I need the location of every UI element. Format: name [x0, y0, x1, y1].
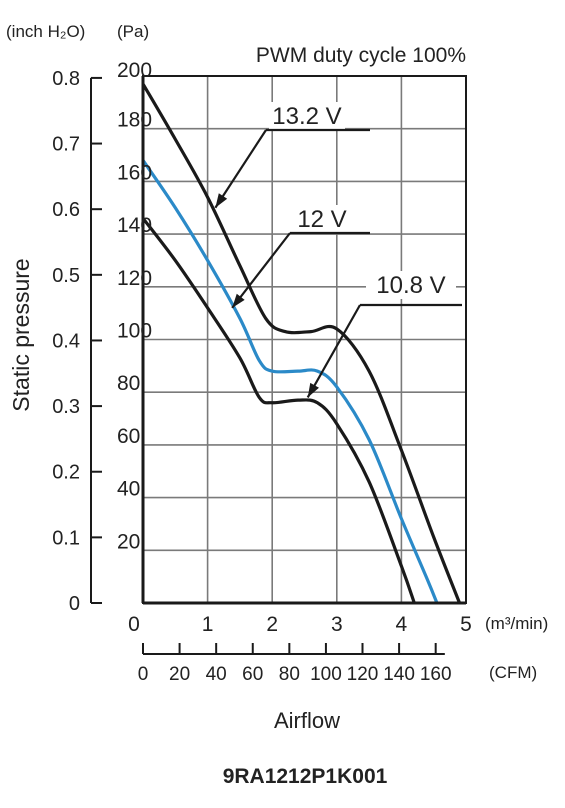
tick-label-inch: 0.6: [52, 199, 80, 221]
series-line-12-vv: [141, 159, 439, 604]
tick-label-cfm: 140: [383, 664, 415, 685]
tick-label-m3min: 0: [128, 613, 140, 636]
tick-label-cfm: 80: [279, 664, 300, 685]
tick-label-m3min: 2: [266, 613, 278, 636]
tick-label-pa: 80: [117, 372, 140, 395]
tick-label-pa: 20: [117, 530, 140, 553]
tick-label-inch: 0.7: [52, 134, 80, 156]
tick-label-cfm: 160: [420, 664, 452, 685]
chart-title: PWM duty cycle 100%: [256, 44, 466, 67]
tick-label-m3min: 3: [331, 613, 343, 636]
tick-label-pa: 200: [117, 59, 152, 82]
tick-label-cfm: 0: [138, 664, 149, 685]
x-unit-primary: (m³/min): [485, 614, 548, 633]
axes: 2040608010012014016018020000.10.20.30.40…: [52, 59, 472, 685]
tick-label-cfm: 100: [310, 664, 342, 685]
series-layer: [141, 83, 462, 604]
tick-label-m3min: 4: [396, 613, 408, 636]
tick-label-cfm: 40: [206, 664, 227, 685]
annotations: 13.2 V 12 V 10.8 V: [214, 102, 462, 399]
y-unit-left: (inch H₂O): [6, 22, 85, 41]
annotation-bg: [366, 271, 456, 299]
annotation-bg: [269, 102, 345, 130]
annotation-arrowhead: [215, 193, 228, 208]
annotation-arrowhead: [232, 293, 245, 308]
tick-label-m3min: 5: [460, 613, 472, 636]
series-line-10-8-vv: [141, 217, 416, 604]
tick-label-inch: 0.4: [52, 330, 80, 352]
x-axis-title: Airflow: [274, 708, 340, 733]
tick-label-inch: 0.8: [52, 68, 80, 90]
tick-label-pa: 140: [117, 214, 152, 237]
tick-label-pa: 180: [117, 109, 152, 132]
annotation-label: 10.8 V: [376, 272, 445, 299]
tick-label-m3min: 1: [202, 613, 214, 636]
model-number: 9RA1212P1K001: [223, 765, 388, 788]
x-unit-secondary: (CFM): [489, 663, 537, 682]
tick-label-cfm: 60: [242, 664, 263, 685]
y-axis-title: Static pressure: [8, 258, 34, 411]
annotation-leader: [231, 232, 291, 309]
tick-label-pa: 120: [117, 267, 152, 290]
annotation-leader: [214, 129, 267, 209]
tick-label-inch: 0.5: [52, 265, 80, 287]
tick-label-inch: 0.3: [52, 396, 80, 418]
tick-label-inch: 0.1: [52, 527, 80, 549]
tick-label-pa: 60: [117, 425, 140, 448]
tick-label-pa: 160: [117, 161, 152, 184]
annotation-bg: [290, 205, 354, 233]
tick-label-cfm: 20: [169, 664, 190, 685]
tick-label-inch: 0.2: [52, 462, 80, 484]
annotation-arrowhead: [307, 382, 319, 398]
grid: [143, 76, 466, 603]
annotation-label: 12 V: [297, 206, 346, 233]
tick-label-inch: 0: [69, 593, 80, 615]
annotation-label: 13.2 V: [272, 103, 341, 130]
y-unit-right: (Pa): [117, 22, 149, 41]
tick-label-pa: 40: [117, 478, 140, 501]
plot-frame: [141, 75, 467, 605]
annotation-leader: [306, 304, 361, 399]
tick-label-cfm: 120: [347, 664, 379, 685]
tick-label-pa: 100: [117, 320, 152, 343]
series-line-13-2-vv: [141, 83, 462, 604]
